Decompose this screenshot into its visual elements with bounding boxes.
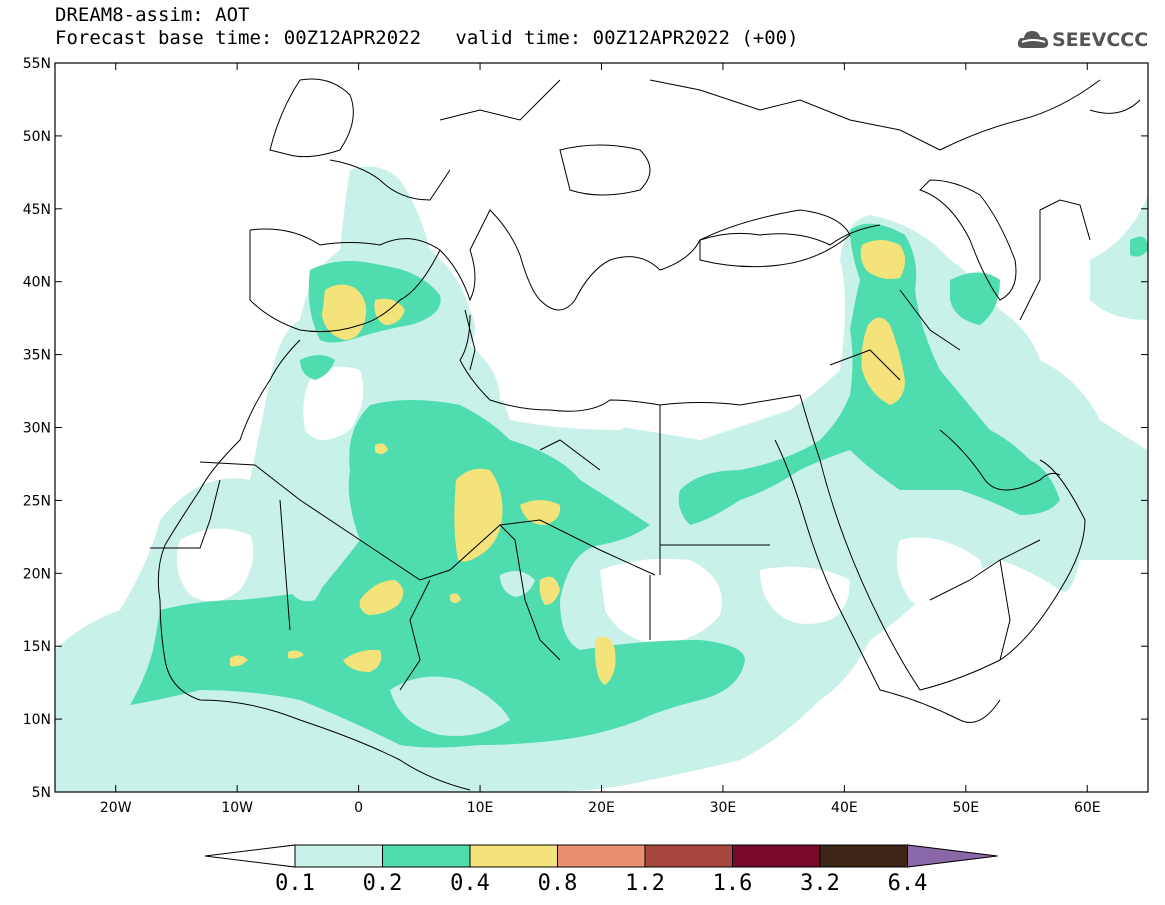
- lat-label: 5N: [32, 785, 51, 801]
- lat-label: 15N: [23, 639, 51, 655]
- map-title: DREAM8-assim: AOT: [55, 4, 250, 26]
- lat-label: 40N: [23, 275, 51, 291]
- colorbar-label: 0.8: [538, 871, 578, 896]
- lat-label: 55N: [23, 56, 51, 72]
- colorbar-label: 1.6: [713, 871, 753, 896]
- lat-label: 25N: [23, 493, 51, 509]
- aot-contour-inner-0.1-0.2: [290, 560, 535, 736]
- colorbar-label: 1.2: [625, 871, 665, 896]
- colorbar-segment: [644, 844, 733, 868]
- cloud-logo-icon: [1017, 31, 1049, 48]
- colorbar-segment: [382, 844, 471, 868]
- lon-label: 40E: [831, 800, 858, 816]
- valid-time-label: valid time: 00Z12APR2022 (+00): [455, 27, 799, 49]
- lon-label: 10W: [221, 800, 253, 816]
- colorbar-segment: [819, 844, 908, 868]
- colorbar-label: 0.2: [363, 871, 403, 896]
- coastlines-borders: [150, 78, 1141, 791]
- lat-label: 20N: [23, 566, 51, 582]
- forecast-time-line: Forecast base time: 00Z12APR2022 valid t…: [55, 27, 799, 49]
- lon-label: 0: [354, 800, 363, 816]
- colorbar-segment: [732, 844, 821, 868]
- longitude-axis: 20W 10W 0 10E 20E 30E 40E 50E 60E: [100, 63, 1101, 816]
- lon-label: 20E: [588, 800, 615, 816]
- lat-label: 10N: [23, 712, 51, 728]
- colorbar-label: 0.4: [450, 871, 490, 896]
- seevccc-logo: SEEVCCC: [1016, 26, 1151, 56]
- base-time-label: Forecast base time: 00Z12APR2022: [55, 27, 422, 49]
- colorbar-segment: [294, 844, 383, 868]
- lon-label: 60E: [1074, 800, 1101, 816]
- colorbar-label: 0.1: [275, 871, 315, 896]
- lat-label: 30N: [23, 421, 51, 437]
- lat-label: 50N: [23, 129, 51, 145]
- latitude-axis: 55N 50N 45N 40N 35N 30N 25N 20N 15N 10N 5N: [23, 56, 1148, 801]
- colorbar-label: 6.4: [888, 871, 928, 896]
- colorbar-segment: [469, 844, 558, 868]
- colorbar-segment: [557, 844, 646, 868]
- colorbar-over-triangle: [907, 844, 998, 868]
- colorbar-label: 3.2: [800, 871, 840, 896]
- aot-colorbar: 0.1 0.2 0.4 0.8 1.2 1.6 3.2 6.4: [204, 844, 998, 896]
- lon-label: 30E: [710, 800, 737, 816]
- logo-text: SEEVCCC: [1052, 29, 1149, 51]
- lon-label: 20W: [100, 800, 132, 816]
- lon-label: 10E: [467, 800, 494, 816]
- map-plot-area: [55, 63, 1148, 792]
- lat-label: 35N: [23, 348, 51, 364]
- lon-label: 50E: [952, 800, 979, 816]
- lat-label: 45N: [23, 202, 51, 218]
- colorbar-under-triangle: [204, 844, 296, 868]
